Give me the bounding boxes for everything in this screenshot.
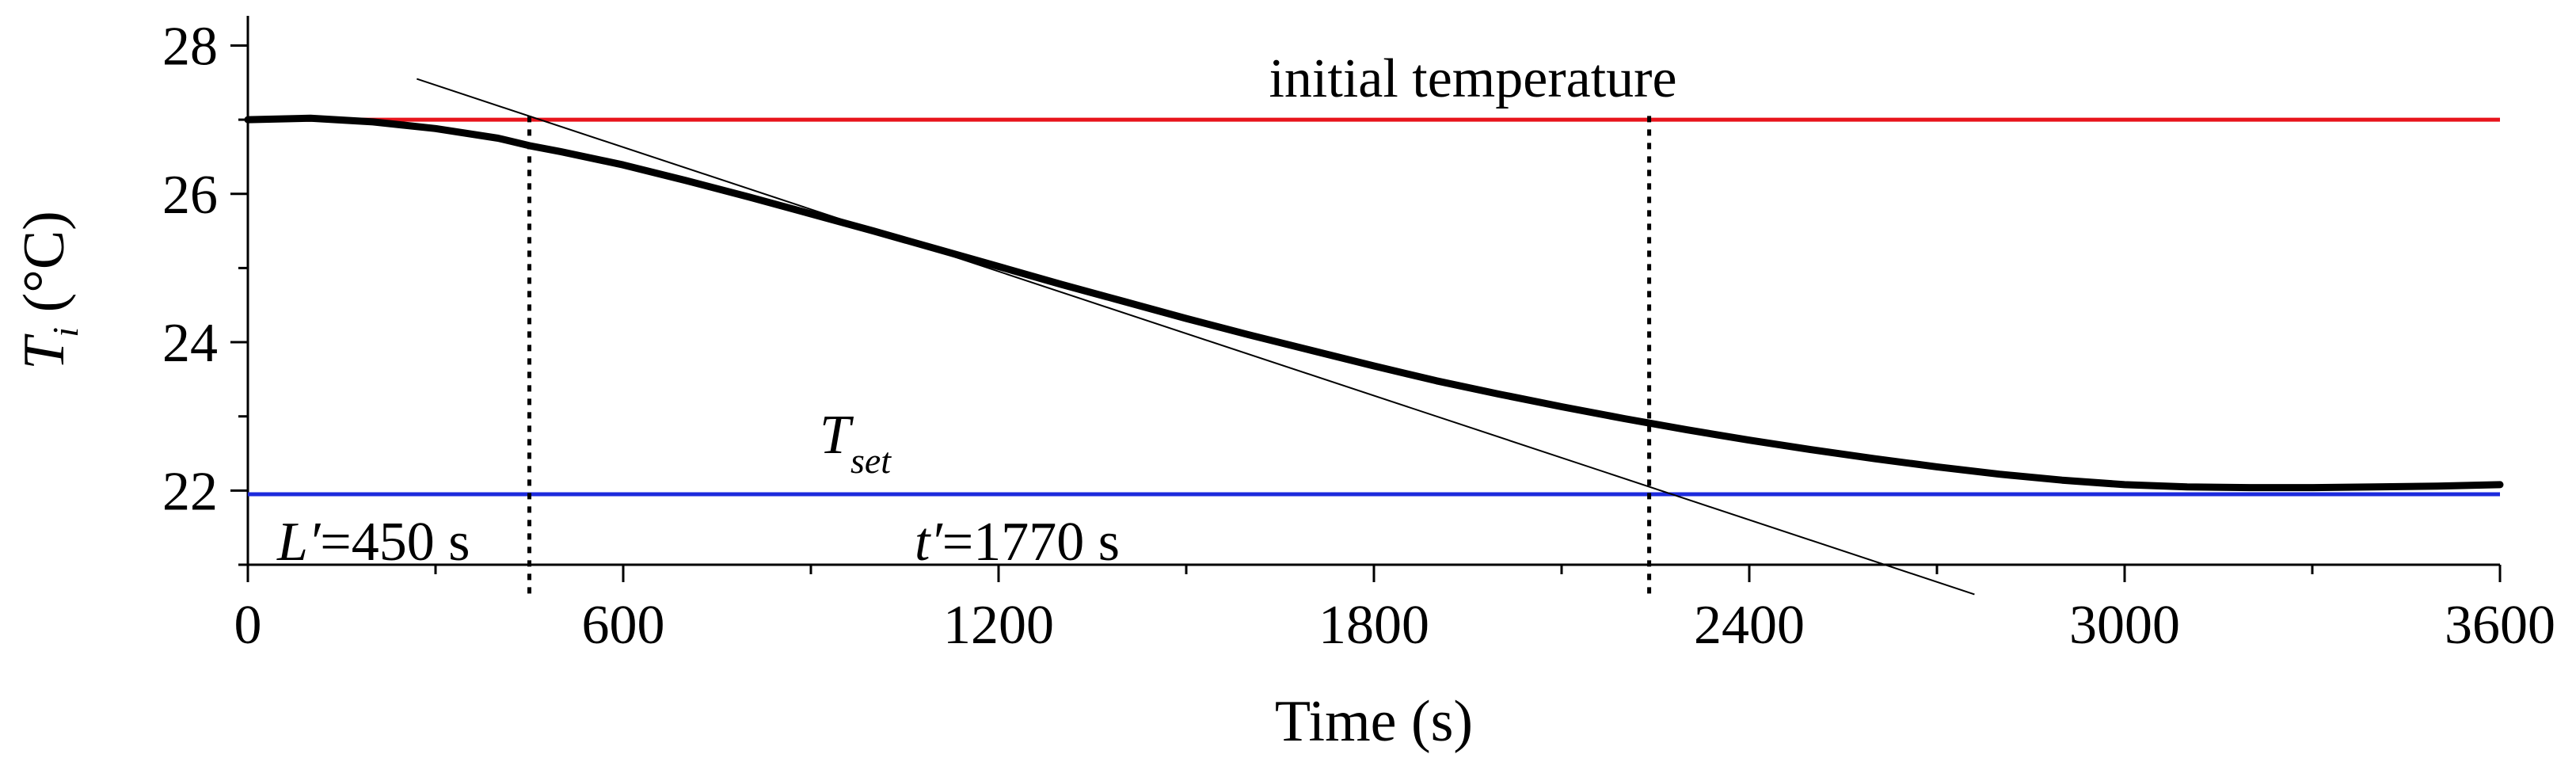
marker-label-symbol: L [276, 512, 308, 573]
plot-area [244, 78, 2504, 600]
x-tick-label: 600 [582, 595, 665, 656]
x-tick-label: 3000 [2069, 595, 2180, 656]
tangent-line [416, 78, 1975, 596]
marker-label-l-prime: L′=450 s [276, 512, 470, 573]
marker-label-value: =1770 s [942, 512, 1120, 573]
tset-label-subscript: set [850, 440, 892, 481]
marker-label-t-prime: t′=1770 s [915, 512, 1120, 573]
x-tick-label: 1200 [943, 595, 1054, 656]
marker-label-value: =450 s [320, 512, 470, 573]
marker-label-prime: ′ [308, 512, 322, 573]
x-tick-label: 3600 [2445, 595, 2555, 656]
series-line [244, 114, 2504, 492]
tset-label: Tset [820, 405, 892, 481]
x-tick-label: 2400 [1694, 595, 1805, 656]
y-axis-title-unit: (°C) [12, 211, 77, 327]
y-tick-label: 24 [162, 313, 218, 374]
y-axis-title-subscript: i [45, 327, 86, 337]
x-tick-label: 0 [234, 595, 262, 656]
y-tick-label: 26 [162, 165, 218, 226]
y-tick-label: 22 [162, 461, 218, 522]
axes: 0 600 1200 1800 2400 3000 3600 22 24 26 28 Time (s)… [12, 16, 2555, 754]
y-axis-title: Ti (°C) [12, 211, 86, 370]
tset-label-symbol: T [820, 405, 854, 466]
marker-label-symbol: t [915, 512, 931, 573]
x-tick-label: 1800 [1318, 595, 1429, 656]
y-tick-label: 28 [162, 16, 218, 77]
initial-temperature-label: initial temperature [1269, 48, 1676, 109]
y-axis-title-symbol: T [12, 333, 77, 370]
marker-label-prime: ′ [930, 512, 943, 573]
x-axis-title: Time (s) [1275, 689, 1473, 754]
reference-lines [248, 117, 2500, 497]
